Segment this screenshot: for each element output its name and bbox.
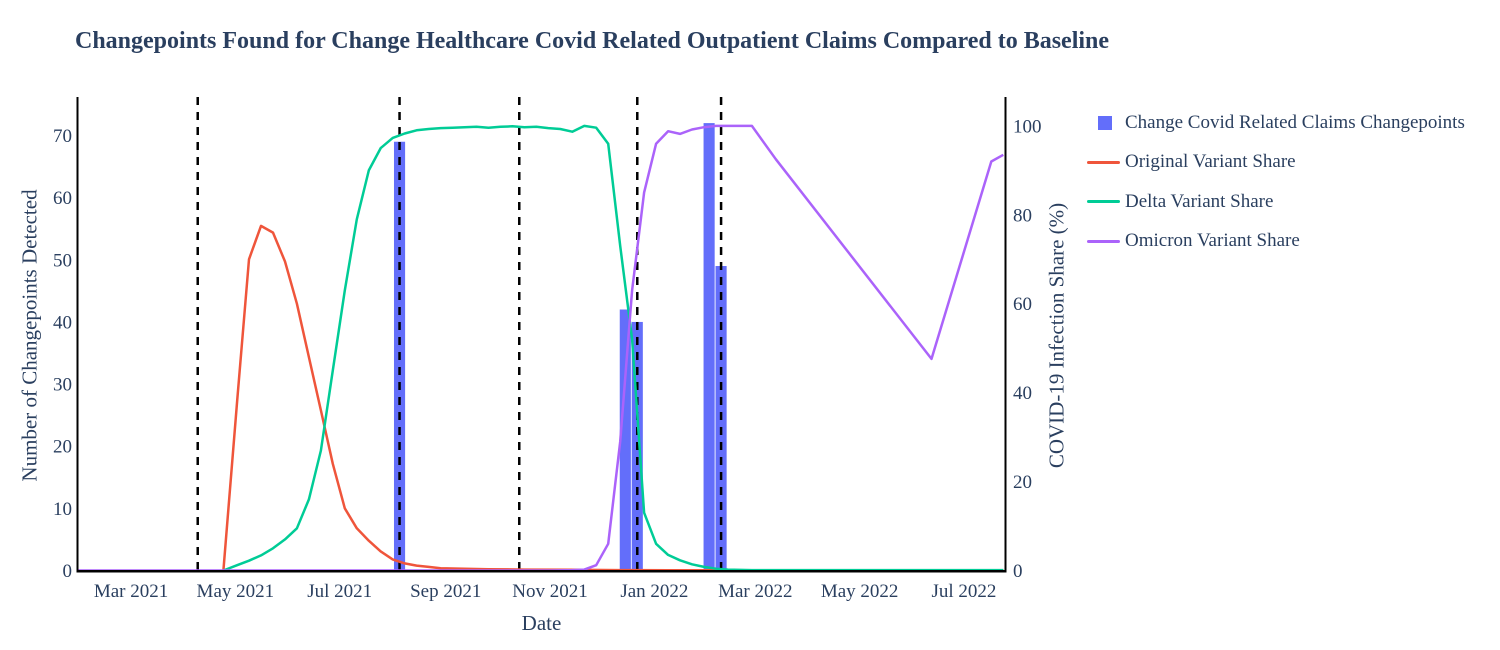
legend-swatch-mark (1087, 160, 1120, 164)
legend-line-swatch-icon (1087, 200, 1125, 204)
y-right-tick-label: 40 (1013, 383, 1032, 404)
x-tick-label: Jul 2021 (307, 581, 372, 602)
y-left-tick-label: 40 (53, 312, 72, 333)
y-left-tick-label: 70 (53, 126, 72, 147)
legend-item-label: Change Covid Related Claims Changepoints (1125, 111, 1465, 133)
y-left-tick-label: 20 (53, 437, 72, 458)
legend-square-swatch-icon (1087, 115, 1125, 130)
x-tick-label: Jan 2022 (620, 581, 688, 602)
x-axis-title: Date (521, 611, 562, 635)
x-tick-label: May 2022 (821, 581, 899, 602)
x-tick-label: May 2021 (197, 581, 275, 602)
legend-item-label: Delta Variant Share (1125, 190, 1274, 212)
y-left-tick-label: 10 (53, 499, 72, 520)
legend-swatch-mark (1098, 115, 1112, 130)
x-tick-label: Mar 2021 (94, 581, 168, 602)
y-right-tick-label: 80 (1013, 205, 1032, 226)
y-right-tick-label: 60 (1013, 294, 1032, 315)
y-right-tick-label: 100 (1013, 116, 1042, 137)
y-left-tick-label: 30 (53, 375, 72, 396)
y-left-tick-label: 60 (53, 188, 72, 209)
x-tick-label: Mar 2022 (718, 581, 792, 602)
chart-title: Changepoints Found for Change Healthcare… (75, 28, 1110, 54)
legend: Change Covid Related Claims Changepoints… (1087, 103, 1465, 261)
y-right-tick-label: 20 (1013, 472, 1032, 493)
legend-item-label: Omicron Variant Share (1125, 230, 1300, 252)
x-tick-label: Sep 2021 (410, 581, 481, 602)
legend-swatch-mark (1087, 200, 1120, 204)
y-left-tick-label: 0 (63, 561, 73, 582)
legend-item-label: Original Variant Share (1125, 151, 1296, 173)
legend-line-swatch-icon (1087, 160, 1125, 164)
x-tick-label: Jul 2022 (931, 581, 996, 602)
legend-item[interactable]: Change Covid Related Claims Changepoints (1087, 103, 1465, 143)
legend-item[interactable]: Omicron Variant Share (1087, 222, 1465, 262)
legend-item[interactable]: Delta Variant Share (1087, 182, 1465, 222)
x-tick-label: Nov 2021 (512, 581, 587, 602)
series-line-original[interactable] (222, 224, 1004, 572)
y-axis-left-title: Number of Changepoints Detected (17, 189, 42, 482)
series-line-delta[interactable] (222, 124, 1004, 572)
legend-swatch-mark (1087, 239, 1120, 243)
changepoint-bar[interactable] (703, 123, 715, 571)
y-right-tick-label: 0 (1013, 561, 1023, 582)
y-left-tick-label: 50 (53, 250, 72, 271)
y-axis-right-title: COVID-19 Infection Share (%) (1044, 202, 1069, 469)
changepoint-bar[interactable] (619, 309, 631, 571)
legend-item[interactable]: Original Variant Share (1087, 143, 1465, 183)
legend-line-swatch-icon (1087, 239, 1125, 243)
series-line-omicron[interactable] (78, 124, 1004, 572)
